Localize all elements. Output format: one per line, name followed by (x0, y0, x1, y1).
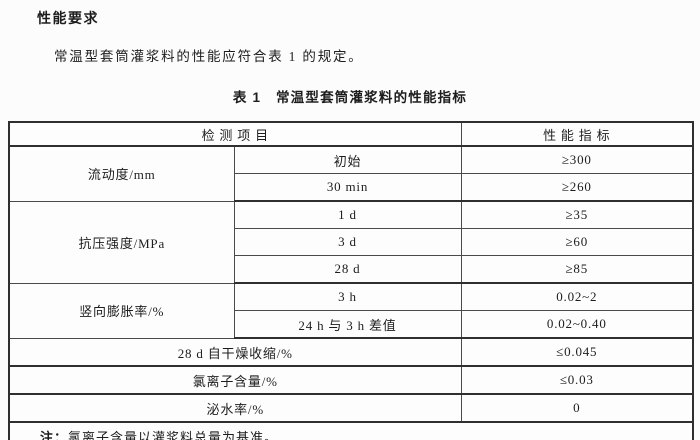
item-cell-chloride-content: 氯离子含量/% (8, 365, 462, 395)
intro-paragraph: 常温型套筒灌浆料的性能应符合表 1 的规定。 (54, 49, 364, 64)
table-caption: 表 1 常温型套筒灌浆料的性能指标 (232, 90, 468, 105)
note-label: 注： (40, 430, 69, 440)
table-row: 28 d ≥85 (9, 255, 694, 284)
item-cell-compressive-strength: 抗压强度/MPa (8, 200, 235, 284)
column-header-test-item: 检 测 项 目 (8, 121, 462, 147)
sub-cell: 1 d (233, 200, 462, 229)
value-cell: ≥260 (460, 173, 694, 202)
sub-cell: 28 d (233, 255, 462, 284)
sub-cell: 24 h 与 3 h 差值 (233, 310, 462, 339)
value-cell: ≤0.03 (460, 365, 694, 395)
value-cell: 0.02~0.40 (460, 310, 694, 339)
value-cell: ≥85 (460, 255, 694, 284)
column-header-performance-index: 性 能 指 标 (460, 121, 694, 147)
sub-cell: 初始 (233, 145, 462, 174)
table-header-row: 检 测 项 目 性 能 指 标 (8, 121, 694, 147)
sub-cell: 3 h (233, 282, 462, 311)
value-cell: ≤0.045 (460, 337, 694, 367)
value-cell: ≥60 (460, 228, 694, 256)
value-cell: 0.02~2 (460, 282, 694, 311)
table-row: 抗压强度/MPa 1 d ≥35 (8, 200, 694, 284)
item-cell-drying-shrinkage: 28 d 自干燥收缩/% (8, 337, 462, 367)
item-cell-vertical-expansion: 竖向膨胀率/% (8, 282, 235, 339)
table-row: 竖向膨胀率/% 3 h 0.02~2 (8, 282, 694, 339)
table-row: 24 h 与 3 h 差值 0.02~0.40 (9, 310, 694, 339)
note-text: 氯离子含量以灌浆料总量为基准。 (68, 430, 279, 440)
table-row: 泌水率/% 0 (8, 393, 694, 423)
performance-table: 检 测 项 目 性 能 指 标 流动度/mm 初始 ≥300 30 min ≥2… (8, 121, 695, 440)
table-row: 流动度/mm 初始 ≥300 (8, 145, 694, 202)
value-cell: 0 (460, 393, 694, 423)
value-cell: ≥300 (460, 145, 694, 174)
note-cell: 注：氯离子含量以灌浆料总量为基准。 (8, 421, 694, 440)
item-cell-bleeding-rate: 泌水率/% (8, 393, 462, 423)
table-row: 氯离子含量/% ≤0.03 (8, 365, 694, 395)
table-note-row: 注：氯离子含量以灌浆料总量为基准。 (8, 421, 694, 440)
table-row: 3 d ≥60 (9, 228, 694, 256)
value-cell: ≥35 (460, 200, 694, 229)
table-row: 28 d 自干燥收缩/% ≤0.045 (8, 337, 694, 367)
section-heading: 性能要求 (37, 10, 99, 26)
item-cell-fluidity: 流动度/mm (8, 145, 235, 202)
sub-cell: 30 min (233, 173, 462, 202)
table-row: 30 min ≥260 (9, 173, 694, 202)
sub-cell: 3 d (233, 228, 462, 256)
